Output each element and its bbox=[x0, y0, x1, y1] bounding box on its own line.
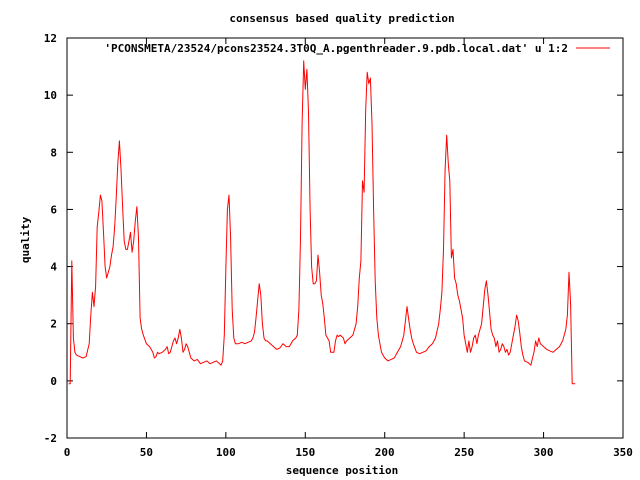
x-tick-label: 300 bbox=[534, 446, 554, 459]
x-tick-label: 0 bbox=[64, 446, 71, 459]
x-tick-label: 250 bbox=[454, 446, 474, 459]
y-tick-label: 2 bbox=[50, 318, 57, 331]
plot-frame bbox=[66, 37, 624, 439]
series-line-1 bbox=[68, 60, 576, 385]
y-tick-label: 12 bbox=[44, 32, 57, 45]
series-layer bbox=[68, 60, 576, 385]
y-axis-label: quality bbox=[19, 216, 32, 263]
x-tick-label: 100 bbox=[216, 446, 236, 459]
y-tick-label: 6 bbox=[50, 203, 57, 216]
legend-label: 'PCONSMETA/23524/pcons23524.3T0Q_A.pgent… bbox=[104, 42, 568, 55]
y-tick-label: -2 bbox=[44, 432, 57, 445]
y-tick-label: 0 bbox=[50, 375, 57, 388]
y-tick-label: 8 bbox=[50, 146, 57, 159]
legend: 'PCONSMETA/23524/pcons23524.3T0Q_A.pgent… bbox=[104, 42, 610, 55]
x-axis-label: sequence position bbox=[286, 464, 399, 477]
x-tick-label: 200 bbox=[375, 446, 395, 459]
y-tick-label: 4 bbox=[50, 261, 57, 274]
x-tick-label: 150 bbox=[295, 446, 315, 459]
chart-title: consensus based quality prediction bbox=[229, 12, 454, 25]
y-tick-label: 10 bbox=[44, 89, 57, 102]
axis-ticks: 0 50 100 150 200 250 300 350 -2 0 2 4 6 8 10 12 bbox=[44, 32, 633, 459]
x-tick-label: 350 bbox=[613, 446, 633, 459]
x-tick-label: 50 bbox=[140, 446, 153, 459]
